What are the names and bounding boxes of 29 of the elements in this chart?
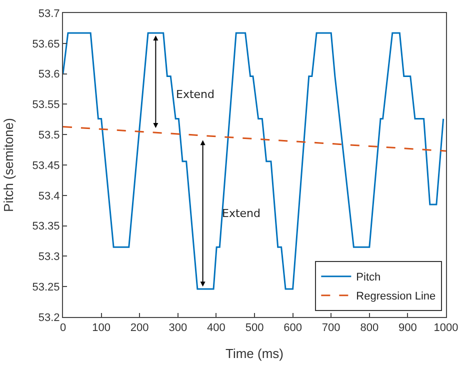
x-tick-label: 300 — [168, 322, 188, 334]
line-series — [63, 32, 444, 290]
x-tick-label: 1000 — [434, 322, 458, 334]
legend-label: Regression Line — [356, 290, 436, 303]
y-tick-label: 53.6 — [38, 68, 60, 81]
x-tick-label: 100 — [92, 322, 110, 334]
x-tick-label: 600 — [284, 322, 302, 334]
x-tick-label: 700 — [322, 322, 340, 334]
y-tick-label: 53.25 — [32, 281, 60, 294]
annotation: Extend — [222, 207, 260, 220]
y-tick-label: 53.65 — [32, 38, 60, 50]
y-tick-label: 53.55 — [32, 99, 60, 112]
x-tick-label: 900 — [398, 322, 417, 334]
y-tick-label: 53.5 — [38, 129, 60, 142]
y-tick-label: 53.7 — [38, 8, 60, 20]
x-tick-label: 0 — [60, 322, 66, 334]
x-axis-title: Time (ms) — [225, 346, 284, 361]
y-tick-label: 53.4 — [38, 190, 60, 202]
legend-label: Pitch — [356, 272, 381, 284]
annotation: Extend — [176, 88, 214, 101]
x-tick-label: 400 — [207, 322, 226, 334]
x-tick-label: 500 — [245, 322, 264, 334]
y-tick-label: 53.3 — [38, 251, 60, 264]
x-tick-label: 200 — [130, 322, 149, 334]
y-tick-label: 53.45 — [32, 160, 60, 172]
y-tick-label: 53.2 — [38, 312, 60, 324]
x-tick-label: 800 — [360, 322, 379, 334]
y-tick-label: 53.35 — [32, 220, 60, 233]
y-axis-title: Pitch (semitone) — [1, 118, 16, 212]
